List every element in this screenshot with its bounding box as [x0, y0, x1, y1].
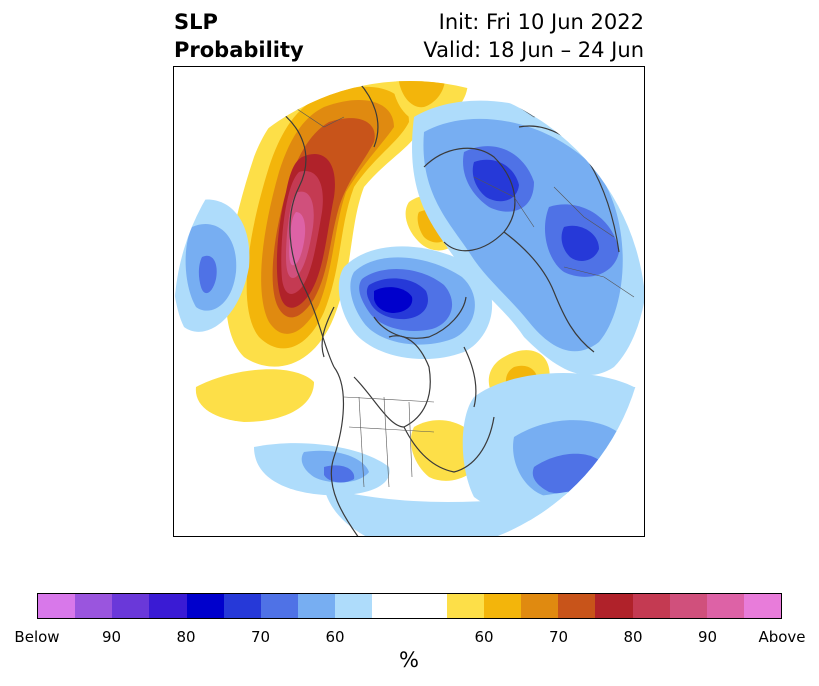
colorbar-segment [446, 594, 484, 618]
political-borders [293, 96, 635, 488]
title-init-date: Init: Fri 10 Jun 2022 [438, 10, 644, 34]
colorbar-segment [335, 594, 373, 618]
colorbar-segment [483, 594, 522, 618]
map-panel [173, 66, 645, 537]
colorbar-tick-label: 90 [697, 628, 718, 646]
title-valid-range: Valid: 18 Jun – 24 Jun [423, 38, 644, 62]
colorbar-segment [149, 594, 187, 618]
colorbar-segment [669, 594, 707, 618]
colorbar-tick-label: 80 [623, 628, 643, 646]
colorbar-segment [595, 594, 633, 618]
colorbar-segment [521, 594, 559, 618]
colorbar-tick-label: Above [758, 628, 806, 646]
colorbar-segment [38, 594, 76, 618]
cool-anomaly-arctic [338, 246, 493, 360]
colorbar-tick-label: 70 [250, 628, 271, 646]
colorbar-segment [409, 594, 447, 618]
cool-anomaly-eurasia [412, 100, 644, 376]
map-title-right: Init: Fri 10 Jun 2022 Valid: 18 Jun – 24… [423, 8, 644, 64]
colorbar-segment [112, 594, 150, 618]
colorbar-segment [223, 594, 261, 618]
coastlines [273, 81, 620, 536]
colorbar-unit-label: % [399, 648, 419, 672]
colorbar-tick-label: Below [14, 628, 60, 646]
colorbar-tick-label: 70 [548, 628, 569, 646]
title-product: Probability [174, 38, 304, 62]
colorbar-tick-label: 60 [474, 628, 494, 646]
title-variable: SLP [174, 10, 218, 34]
colorbar-segment [186, 594, 224, 618]
colorbar-segment [75, 594, 113, 618]
colorbar-segment [260, 594, 299, 618]
colorbar-segment [632, 594, 670, 618]
colorbar-segment [298, 594, 336, 618]
colorbar-tick-label: 90 [101, 628, 122, 646]
map-title-left: SLP Probability [174, 8, 304, 64]
colorbar-segment [372, 594, 410, 618]
colorbar-segment [743, 594, 782, 618]
colorbar-segment [558, 594, 596, 618]
colorbar-tick-label: 80 [176, 628, 196, 646]
cool-anomaly-pacific [174, 199, 250, 332]
probability-map [174, 81, 644, 536]
warm-anomaly-west [225, 81, 468, 367]
colorbar-tick-label: 60 [325, 628, 345, 646]
probability-colorbar [37, 593, 782, 619]
colorbar-segment [706, 594, 744, 618]
